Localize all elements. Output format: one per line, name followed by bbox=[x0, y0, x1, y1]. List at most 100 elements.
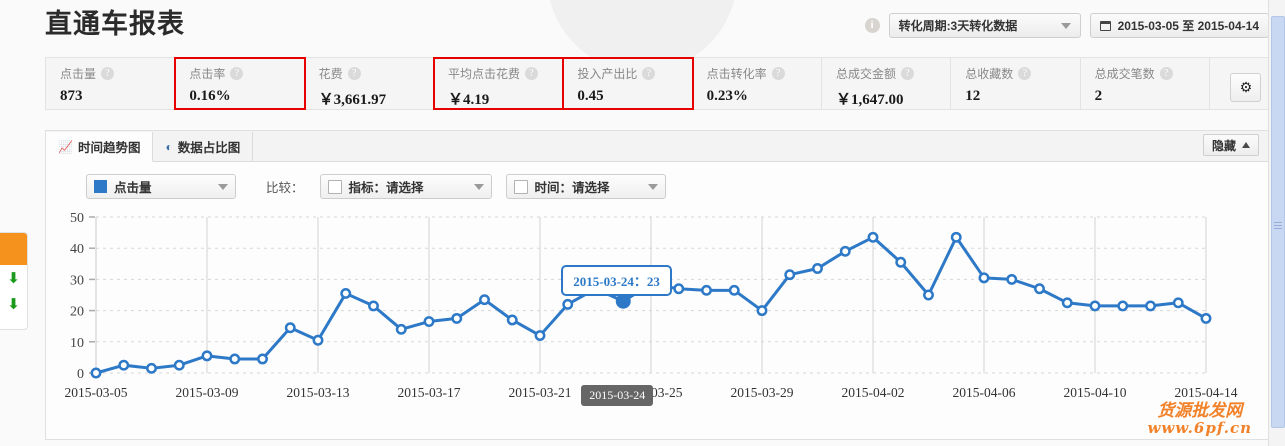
date-range-picker[interactable]: 2015-03-05 至 2015-04-14 bbox=[1089, 13, 1269, 38]
left-side-rail[interactable]: ⬇ ⬇ bbox=[0, 232, 28, 330]
metric-label: 点击率 bbox=[189, 67, 226, 81]
svg-text:2015-04-02: 2015-04-02 bbox=[842, 385, 905, 400]
calendar-icon bbox=[1099, 20, 1111, 31]
scrollbar-grip bbox=[1274, 222, 1282, 229]
compare-label: 比较： bbox=[266, 181, 304, 195]
down-arrow-icon[interactable]: ⬇ bbox=[7, 270, 20, 287]
svg-text:2015-03-17: 2015-03-17 bbox=[398, 385, 461, 400]
metric-card[interactable]: 花费? ￥3,661.97 bbox=[305, 58, 434, 109]
metric-card[interactable]: 点击转化率? 0.23% bbox=[693, 58, 822, 109]
page-scrollbar[interactable] bbox=[1268, 0, 1285, 446]
metric-card-header: 投入产出比? bbox=[577, 65, 691, 82]
metric-label: 总成交笔数 bbox=[1094, 67, 1155, 81]
metric-card-header: 点击量? bbox=[60, 65, 174, 82]
question-mark-icon[interactable]: ? bbox=[642, 67, 656, 80]
tab-data-share[interactable]: ◐ 数据占比图 bbox=[153, 132, 254, 161]
svg-text:0: 0 bbox=[77, 367, 84, 382]
chart-filters: 点击量 比较： 指标：请选择 时间：请选择 bbox=[86, 174, 666, 199]
metric-card[interactable]: 投入产出比? 0.45 bbox=[562, 57, 694, 110]
question-mark-icon[interactable]: ? bbox=[771, 67, 785, 80]
question-mark-icon[interactable]: ? bbox=[1159, 67, 1173, 80]
question-mark-icon[interactable]: ? bbox=[1018, 67, 1032, 80]
hide-panel-button[interactable]: 隐藏 bbox=[1202, 134, 1259, 156]
chevron-down-icon bbox=[218, 183, 228, 190]
metric-value: 2 bbox=[1094, 88, 1103, 104]
metric-value: ￥4.19 bbox=[447, 92, 490, 108]
question-mark-icon[interactable]: ? bbox=[230, 67, 244, 80]
metric-label: 花费 bbox=[318, 67, 343, 81]
metric-label: 投入产出比 bbox=[577, 67, 638, 81]
metric-card-header: 花费? bbox=[319, 65, 433, 82]
question-mark-icon[interactable]: ? bbox=[101, 67, 115, 80]
chevron-up-icon bbox=[1242, 142, 1250, 148]
compare-index-select[interactable]: 指标：请选择 bbox=[319, 174, 492, 199]
metric-value: ￥1,647.00 bbox=[835, 92, 904, 108]
chevron-down-icon bbox=[1060, 22, 1071, 29]
metric-select[interactable]: 点击量 bbox=[86, 174, 236, 199]
metric-color-swatch bbox=[94, 180, 107, 193]
header-controls: i 转化周期:3天转化数据 2015-03-05 至 2015-04-14 bbox=[864, 13, 1269, 38]
chevron-down-icon bbox=[647, 183, 658, 190]
metric-card[interactable]: 总成交金额? ￥1,647.00 bbox=[822, 58, 952, 109]
compare-index-checkbox[interactable] bbox=[327, 179, 342, 194]
page-header: 直通车报表 i 转化周期:3天转化数据 2015-03-05 至 2015-04… bbox=[0, 0, 1285, 52]
svg-text:2015-03-21: 2015-03-21 bbox=[509, 385, 572, 400]
metric-card[interactable]: 点击率? 0.16% bbox=[174, 57, 306, 110]
orange-block[interactable] bbox=[0, 233, 27, 265]
chart-canvas[interactable]: 0 10 20 30 40 50 2015-03-05 2015-03-09 2015-03-1… bbox=[46, 209, 1268, 439]
metric-value: 0.45 bbox=[577, 88, 604, 104]
info-icon[interactable]: i bbox=[864, 18, 880, 33]
metric-label: 平均点击花费 bbox=[447, 67, 520, 81]
svg-text:2015-04-10: 2015-04-10 bbox=[1064, 385, 1127, 400]
svg-text:2015-03-13: 2015-03-13 bbox=[287, 385, 350, 400]
svg-text:20: 20 bbox=[70, 305, 84, 320]
metric-card[interactable]: 点击量? 873 bbox=[46, 58, 176, 109]
tab-time-trend[interactable]: 📈 时间趋势图 bbox=[46, 132, 154, 162]
page-title: 直通车报表 bbox=[45, 9, 185, 39]
question-mark-icon[interactable]: ? bbox=[347, 67, 361, 80]
svg-text:40: 40 bbox=[70, 242, 84, 257]
svg-text:10: 10 bbox=[70, 336, 84, 351]
metric-card-header: 点击率? bbox=[189, 65, 303, 82]
metric-card-header: 平均点击花费? bbox=[448, 65, 562, 82]
question-mark-icon[interactable]: ? bbox=[525, 67, 538, 80]
metric-value: 0.23% bbox=[706, 88, 748, 104]
compare-time-checkbox[interactable] bbox=[513, 179, 528, 194]
metric-label: 总收藏数 bbox=[965, 67, 1014, 81]
metric-card-header: 总成交笔数? bbox=[1095, 65, 1209, 82]
metric-card[interactable]: 平均点击花费? ￥4.19 bbox=[432, 57, 565, 110]
svg-text:2015-03-09: 2015-03-09 bbox=[176, 385, 239, 400]
chart-tabbar: 📈 时间趋势图 ◐ 数据占比图 隐藏 bbox=[46, 131, 1268, 162]
compare-time-select[interactable]: 时间：请选择 bbox=[505, 174, 666, 199]
down-arrow-icon[interactable]: ⬇ bbox=[7, 296, 20, 313]
svg-text:30: 30 bbox=[70, 273, 84, 288]
metric-card-header: 点击转化率? bbox=[707, 65, 821, 82]
compare-index-label: 指标：请选择 bbox=[348, 181, 424, 195]
metric-label: 总成交金额 bbox=[835, 67, 896, 81]
gear-icon[interactable]: ⚙ bbox=[1230, 72, 1262, 102]
question-mark-icon[interactable]: ? bbox=[900, 67, 914, 80]
metric-label: 点击量 bbox=[60, 67, 97, 81]
scrollbar-thumb[interactable] bbox=[1271, 16, 1285, 428]
tab-time-trend-label: 时间趋势图 bbox=[77, 141, 141, 155]
x-axis-hover-label: 2015-03-24 bbox=[581, 385, 654, 406]
chart-tooltip: 2015-03-24：23 bbox=[561, 265, 672, 297]
metric-value: 12 bbox=[965, 88, 981, 104]
svg-text:2015-03-29: 2015-03-29 bbox=[731, 385, 794, 400]
chart-tooltip-label: 2015-03-24：23 bbox=[573, 274, 660, 290]
metric-settings-cell: ⚙ bbox=[1210, 58, 1268, 109]
date-range-label: 2015-03-05 至 2015-04-14 bbox=[1117, 19, 1259, 33]
metric-card[interactable]: 总收藏数? 12 bbox=[951, 58, 1081, 109]
svg-text:2015-04-06: 2015-04-06 bbox=[953, 385, 1016, 400]
svg-text:2015-04-14: 2015-04-14 bbox=[1175, 385, 1238, 400]
metric-card-header: 总成交金额? bbox=[836, 65, 950, 82]
metric-card[interactable]: 总成交笔数? 2 bbox=[1081, 58, 1210, 109]
metric-value: 0.16% bbox=[189, 88, 231, 104]
time-trend-chart[interactable]: 0 10 20 30 40 50 2015-03-05 2015-03-09 2015-03-1… bbox=[46, 209, 1268, 439]
metric-value: 873 bbox=[60, 88, 83, 104]
conversion-period-select[interactable]: 转化周期:3天转化数据 bbox=[888, 13, 1081, 38]
metric-label: 点击转化率 bbox=[706, 67, 767, 81]
chart-panel: 📈 时间趋势图 ◐ 数据占比图 隐藏 点击量 比较： 指标：请选择 bbox=[45, 130, 1269, 440]
metric-card-header: 总收藏数? bbox=[965, 65, 1079, 82]
pie-chart-icon: ◐ bbox=[165, 139, 173, 154]
